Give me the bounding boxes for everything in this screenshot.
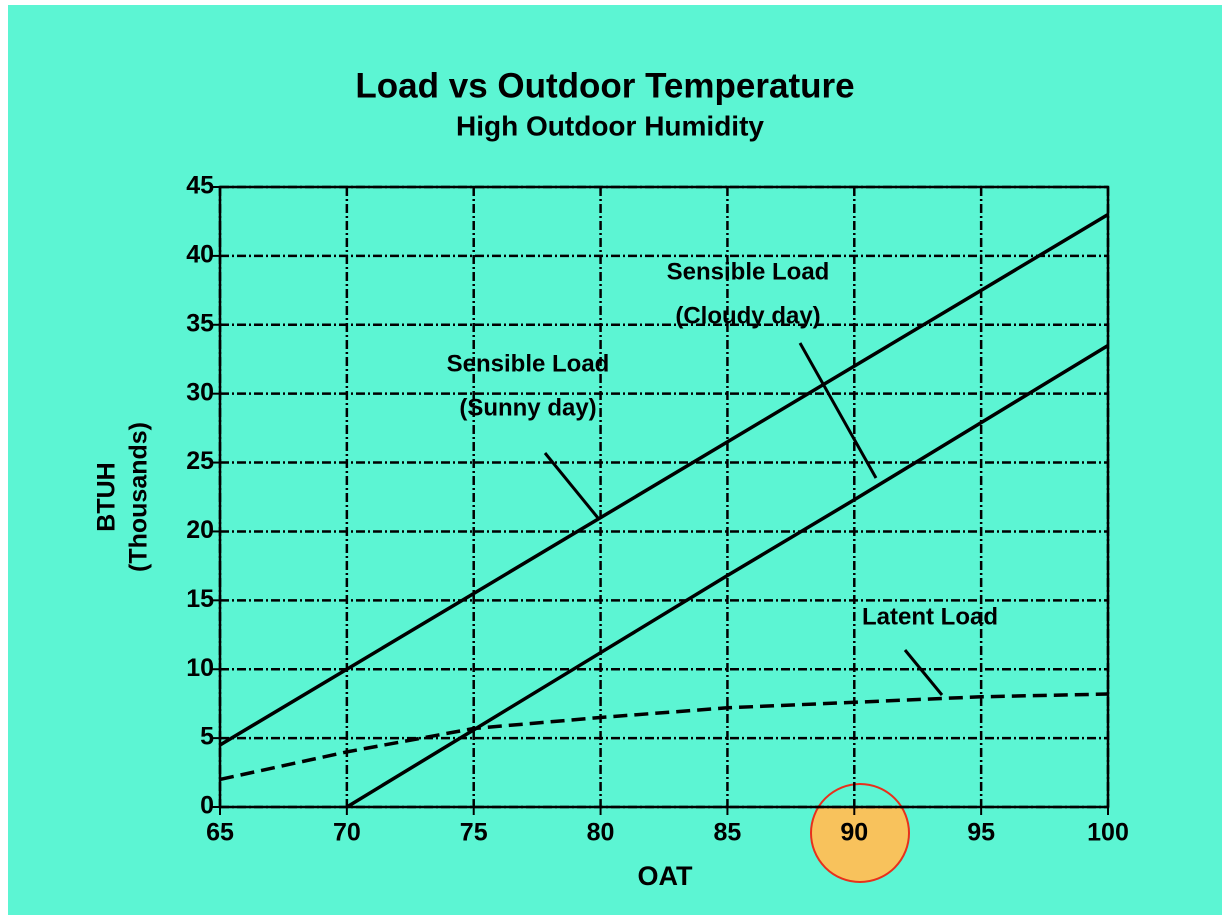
leader-line <box>798 342 878 479</box>
series-line <box>219 213 1109 747</box>
x-axis-label: OAT <box>638 861 693 891</box>
leader-line <box>543 452 600 519</box>
y-tick-label: 5 <box>200 723 214 751</box>
annotation: (Cloudy day) <box>675 302 820 329</box>
annotation: Sensible Load <box>667 258 830 285</box>
annotation: (Sunny day) <box>459 394 596 421</box>
annotation: Sensible Load <box>447 350 610 377</box>
x-tick-label: 90 <box>840 819 868 847</box>
y-tick-label: 10 <box>186 654 214 682</box>
leader-line <box>903 649 944 696</box>
y-axis-label: (Thousands) <box>125 422 153 572</box>
y-tick-label: 35 <box>186 309 214 337</box>
highlight-fill <box>811 807 909 882</box>
highlight-ring <box>810 783 910 883</box>
y-tick-label: 45 <box>186 172 214 200</box>
y-tick-label: 15 <box>186 585 214 613</box>
x-tick-label: 95 <box>967 819 995 847</box>
x-tick-label: 100 <box>1087 819 1129 847</box>
y-tick-label: 25 <box>186 447 214 475</box>
x-tick-label: 70 <box>333 819 361 847</box>
y-tick-label: 20 <box>186 516 214 544</box>
series-line <box>219 692 1109 782</box>
background <box>8 5 1222 915</box>
annotation: Latent Load <box>862 603 998 630</box>
plot-frame <box>218 185 1110 809</box>
x-tick-label: 65 <box>206 819 234 847</box>
y-tick-label: 0 <box>200 792 214 820</box>
y-tick-label: 30 <box>186 378 214 406</box>
x-tick-label: 75 <box>460 819 488 847</box>
y-tick-label: 40 <box>186 240 214 268</box>
x-tick-label: 80 <box>587 819 615 847</box>
x-tick-label: 85 <box>714 819 742 847</box>
y-axis-label: BTUH <box>93 462 121 531</box>
chart-subtitle: High Outdoor Humidity <box>456 110 764 141</box>
chart-title: Load vs Outdoor Temperature <box>355 66 854 105</box>
